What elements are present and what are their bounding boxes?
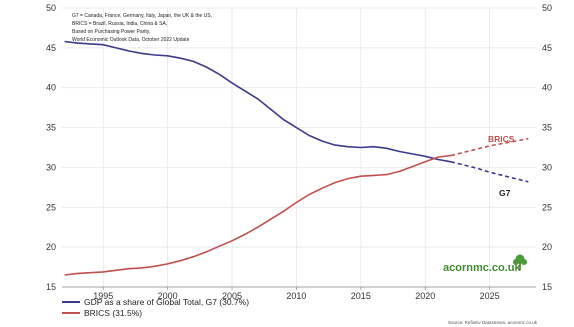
x-tick-label: 2020 xyxy=(415,291,435,301)
y-tick-label-right: 40 xyxy=(542,83,552,93)
acorn-tree-icon xyxy=(513,254,527,270)
y-tick-label-left: 20 xyxy=(46,242,56,252)
note-line-3: Based on Purchasing Power Parity, xyxy=(72,29,150,35)
legend-label-brics: BRICS (31.5%) xyxy=(84,308,142,318)
series-label-brics: BRICS xyxy=(488,134,515,144)
y-tick-label-right: 15 xyxy=(542,282,552,292)
series-layer xyxy=(64,40,529,276)
y-tick-label-left: 15 xyxy=(46,282,56,292)
x-axis: 1995 2000 2005 2010 2015 2020 2025 xyxy=(93,287,500,301)
y-tick-label-left: 30 xyxy=(46,162,56,172)
legend-label-g7: GDP as a share of Global Total, G7 (30.7… xyxy=(84,297,249,307)
note-line-1: G7 = Canada, France, Germany, Italy, Jap… xyxy=(72,13,212,19)
y-tick-label-right: 25 xyxy=(542,202,552,212)
brand-watermark: acornmc.co.uk xyxy=(443,254,527,274)
legend: GDP as a share of Global Total, G7 (30.7… xyxy=(62,297,249,318)
series-line-g7 xyxy=(64,40,452,163)
x-tick-label: 2000 xyxy=(158,291,178,301)
y-axis-left: 15 20 25 30 35 40 45 50 xyxy=(46,3,56,292)
note-line-2: BRICS = Brazil, Russia, India, China & S… xyxy=(72,21,167,27)
source-note: Source: Refinitiv Datastream, acornmc.co… xyxy=(448,320,538,325)
y-tick-label-right: 50 xyxy=(542,3,552,13)
y-tick-label-left: 35 xyxy=(46,123,56,133)
x-tick-label: 2025 xyxy=(480,291,500,301)
y-tick-label-left: 45 xyxy=(46,43,56,53)
x-tick-label: 2005 xyxy=(222,291,242,301)
x-tick-label: 1995 xyxy=(93,291,113,301)
y-axis-right: 15 20 25 30 35 40 45 50 xyxy=(542,3,552,292)
x-tick-label: 2015 xyxy=(351,291,371,301)
y-tick-label-left: 40 xyxy=(46,83,56,93)
series-forecast-brics xyxy=(450,137,529,157)
note-line-4: World Economic Outlook Data, October 202… xyxy=(72,37,190,43)
y-tick-label-right: 45 xyxy=(542,43,552,53)
y-tick-label-right: 35 xyxy=(542,123,552,133)
y-tick-label-right: 20 xyxy=(542,242,552,252)
series-label-g7: G7 xyxy=(499,188,511,198)
series-forecast-g7 xyxy=(450,161,529,183)
notes-block: G7 = Canada, France, Germany, Italy, Jap… xyxy=(72,13,212,43)
brand-text: acornmc.co.uk xyxy=(443,262,522,274)
x-tick-label: 2010 xyxy=(286,291,306,301)
series-line-brics xyxy=(64,154,452,276)
y-tick-label-left: 25 xyxy=(46,202,56,212)
y-tick-label-left: 50 xyxy=(46,3,56,13)
y-tick-label-right: 30 xyxy=(542,162,552,172)
